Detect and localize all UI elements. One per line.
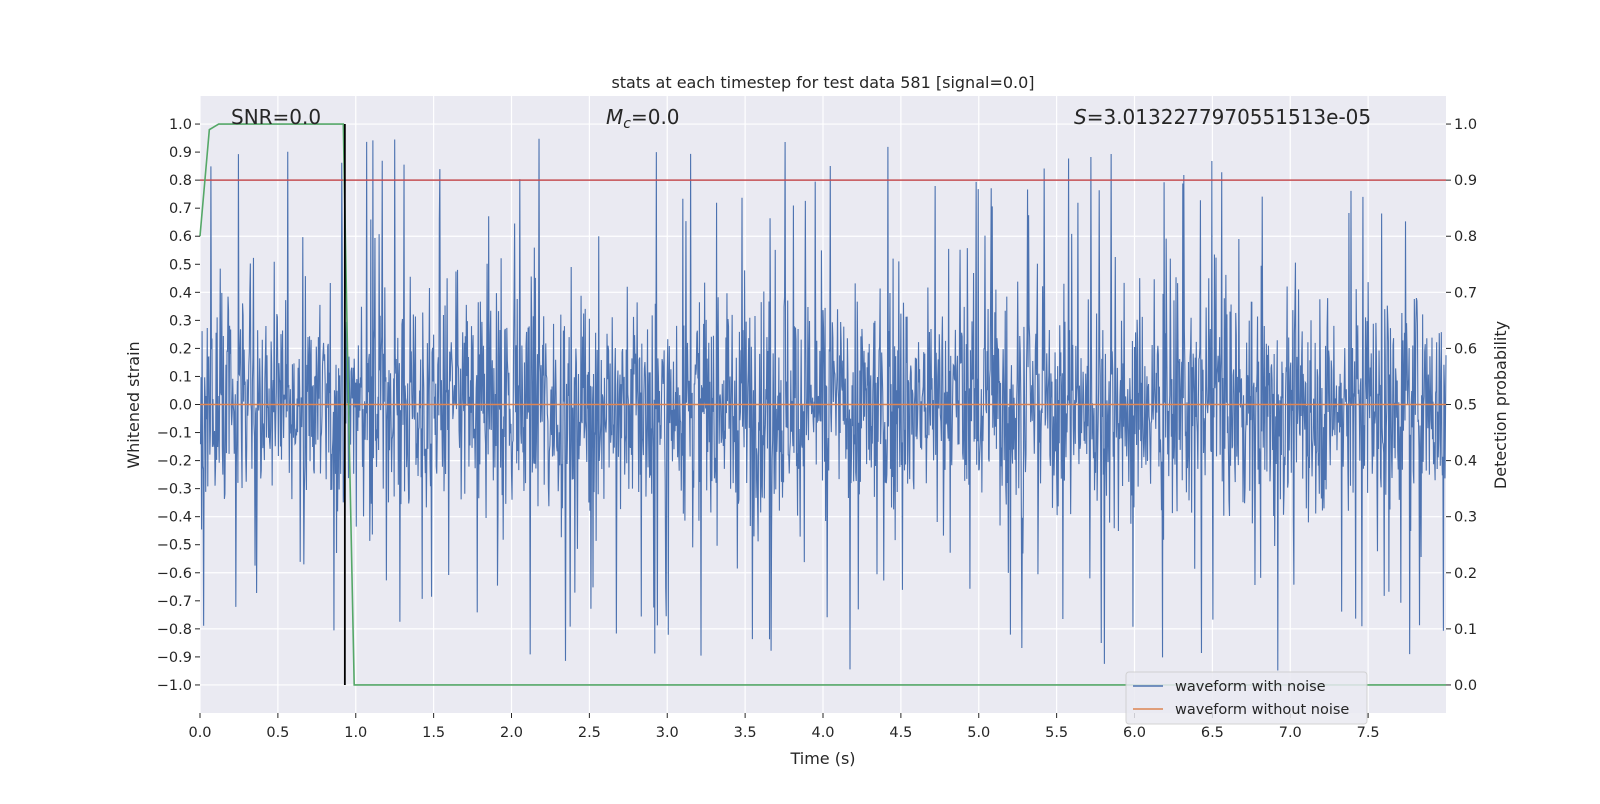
x-tick-label: 4.5 [889, 725, 912, 741]
y2-tick-label: 0.8 [1454, 229, 1477, 245]
x-tick-label: 5.0 [967, 725, 990, 741]
snr-annotation: SNR=0.0 [231, 105, 321, 129]
statistic-annotation: S=3.0132277970551513e-05 [1074, 105, 1371, 129]
detection-probability-line [199, 123, 1446, 686]
y2-tick-label: 0.7 [1454, 285, 1477, 301]
legend-label-clean: waveform without noise [1175, 702, 1349, 718]
y-tick-label: −0.8 [157, 622, 192, 638]
x-tick-label: 7.5 [1357, 725, 1380, 741]
x-tick-label: 5.5 [1045, 725, 1068, 741]
y-tick-label: −0.7 [157, 594, 192, 610]
chirp-mass-symbol: M [606, 105, 623, 129]
y-tick-label: 0.5 [169, 257, 192, 273]
y-tick-label: −0.1 [157, 426, 192, 442]
y2-tick-label: 0.3 [1454, 510, 1477, 526]
chirp-mass-subscript: c [623, 116, 631, 132]
y2-tick-label: 0.9 [1454, 173, 1477, 189]
y-tick-label: −0.5 [157, 538, 192, 554]
y2-tick-label: 1.0 [1454, 117, 1477, 133]
legend: waveform with noise waveform without noi… [1125, 671, 1368, 725]
y2-tick-label: 0.1 [1454, 622, 1477, 638]
y-tick-label: 0.9 [169, 145, 192, 161]
y-tick-label: 0.0 [169, 398, 192, 414]
y-axis-label: Whitened strain [124, 341, 143, 468]
statistic-symbol: S [1074, 105, 1087, 129]
y-tick-label: 0.2 [169, 341, 192, 357]
chirp-mass-annotation: Mc=0.0 [606, 105, 680, 132]
x-tick-label: 3.5 [734, 725, 757, 741]
y2-axis-label: Detection probability [1491, 321, 1510, 489]
x-tick-label: 3.0 [656, 725, 679, 741]
chart-title: stats at each timestep for test data 581… [611, 73, 1034, 92]
statistic-value: =3.0132277970551513e-05 [1087, 105, 1371, 129]
y-tick-label: −1.0 [157, 678, 192, 694]
y-tick-label: −0.9 [157, 650, 192, 666]
y2-tick-label: 0.0 [1454, 678, 1477, 694]
y2-tick-label: 0.5 [1454, 398, 1477, 414]
axes-layer: 0.0 0.5 1.0 1.5 2.0 2.5 3.0 3.5 4.0 4.5 5.0 5.5 6.0 6… [157, 117, 1477, 741]
x-tick-label: 7.0 [1279, 725, 1302, 741]
y2-tick-label: 0.6 [1454, 341, 1477, 357]
x-tick-label: 1.0 [344, 725, 367, 741]
y-tick-label: −0.6 [157, 566, 192, 582]
y-tick-label: −0.2 [157, 454, 192, 470]
x-tick-label: 2.5 [578, 725, 601, 741]
y-tick-label: 0.7 [169, 201, 192, 217]
x-tick-label: 6.0 [1123, 725, 1146, 741]
y-tick-label: −0.4 [157, 510, 192, 526]
y-tick-label: 0.1 [169, 369, 192, 385]
legend-label-noise: waveform with noise [1175, 679, 1326, 695]
series-waveform-with-noise [199, 138, 1447, 671]
y-tick-label: −0.3 [157, 482, 192, 498]
y-tick-label: 0.4 [169, 285, 192, 301]
y-tick-label: 0.3 [169, 313, 192, 329]
x-tick-label: 0.0 [188, 725, 211, 741]
legend-box [1125, 671, 1368, 725]
x-tick-label: 4.0 [811, 725, 834, 741]
x-tick-label: 0.5 [266, 725, 289, 741]
x-tick-label: 2.0 [500, 725, 523, 741]
y-tick-label: 0.8 [169, 173, 192, 189]
y2-tick-label: 0.2 [1454, 566, 1477, 582]
x-tick-label: 6.5 [1201, 725, 1224, 741]
y-tick-label: 1.0 [169, 117, 192, 133]
y-tick-label: 0.6 [169, 229, 192, 245]
data-layer [199, 123, 1447, 686]
x-tick-label: 1.5 [422, 725, 445, 741]
chirp-mass-value: =0.0 [631, 105, 680, 129]
y2-tick-label: 0.4 [1454, 454, 1477, 470]
x-axis-label: Time (s) [789, 749, 855, 768]
